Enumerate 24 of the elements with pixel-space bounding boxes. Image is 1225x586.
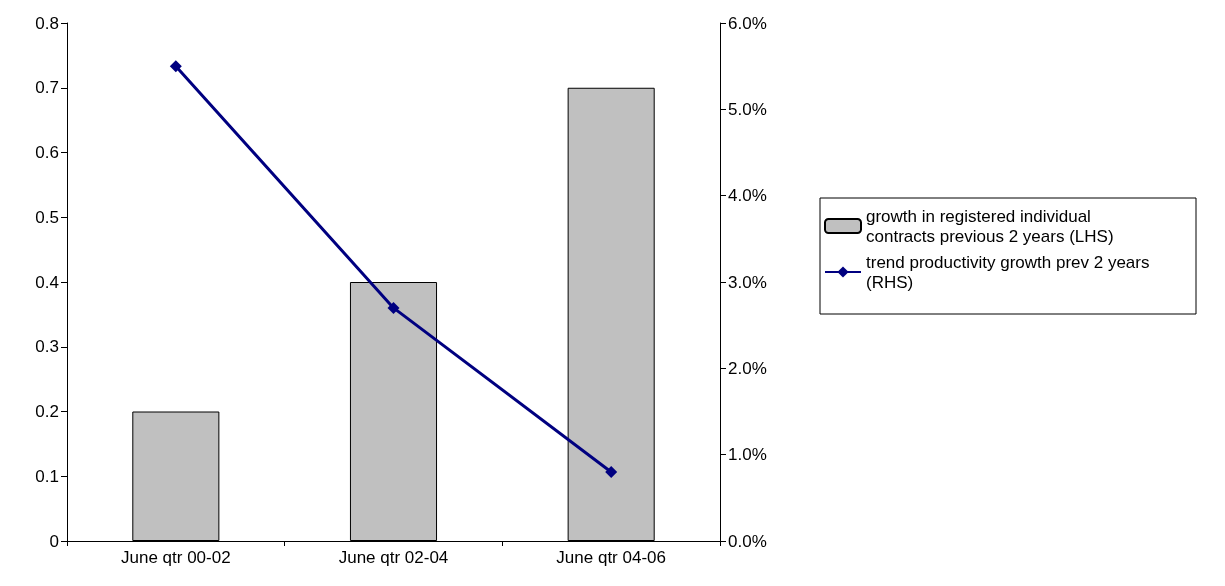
legend-label: growth in registered individual contracts previous 2 years (LHS) (866, 206, 1114, 246)
x-tick-label: June qtr 04-06 (556, 548, 666, 567)
y-tick-label: 0.7 (35, 78, 59, 98)
x-tick-label: June qtr 02-04 (338, 548, 449, 567)
y-tick-label: 0.3 (35, 337, 59, 357)
y2-tick-label: 0.0% (728, 531, 767, 551)
y-tick-label: 0.2 (35, 402, 59, 421)
x-tick-label: June qtr 00-02 (121, 548, 231, 567)
y-tick-label: 0.5 (35, 207, 59, 227)
y-tick-label: 0 (49, 531, 59, 551)
y-tick-label: 0.6 (35, 143, 59, 162)
y2-tick-label: 1.0% (728, 445, 767, 465)
y2-tick-label: 3.0% (728, 272, 767, 292)
point (169, 60, 182, 73)
y2-tick-label: 6.0% (728, 13, 767, 33)
point (387, 301, 400, 314)
y2-tick-label: 4.0% (728, 186, 767, 206)
y2-tick-label: 5.0% (728, 99, 767, 119)
legend-label: trend productivity growth prev 2 years (RHS) (866, 252, 1155, 292)
y-tick-label: 0.4 (35, 272, 59, 292)
point (605, 465, 618, 478)
y-tick-label: 0.1 (35, 466, 59, 486)
y-tick-label: 0.8 (35, 13, 59, 33)
y2-tick-label: 2.0% (728, 358, 767, 378)
